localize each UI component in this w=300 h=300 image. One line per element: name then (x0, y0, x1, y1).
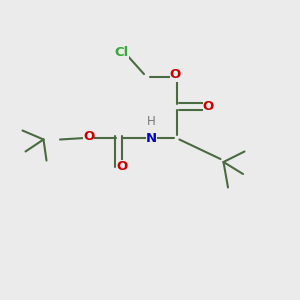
Text: Cl: Cl (114, 46, 129, 59)
Text: O: O (83, 130, 94, 143)
Text: O: O (116, 160, 128, 173)
Text: N: N (146, 131, 157, 145)
Text: H: H (147, 115, 156, 128)
Text: O: O (203, 100, 214, 113)
Text: O: O (170, 68, 181, 82)
